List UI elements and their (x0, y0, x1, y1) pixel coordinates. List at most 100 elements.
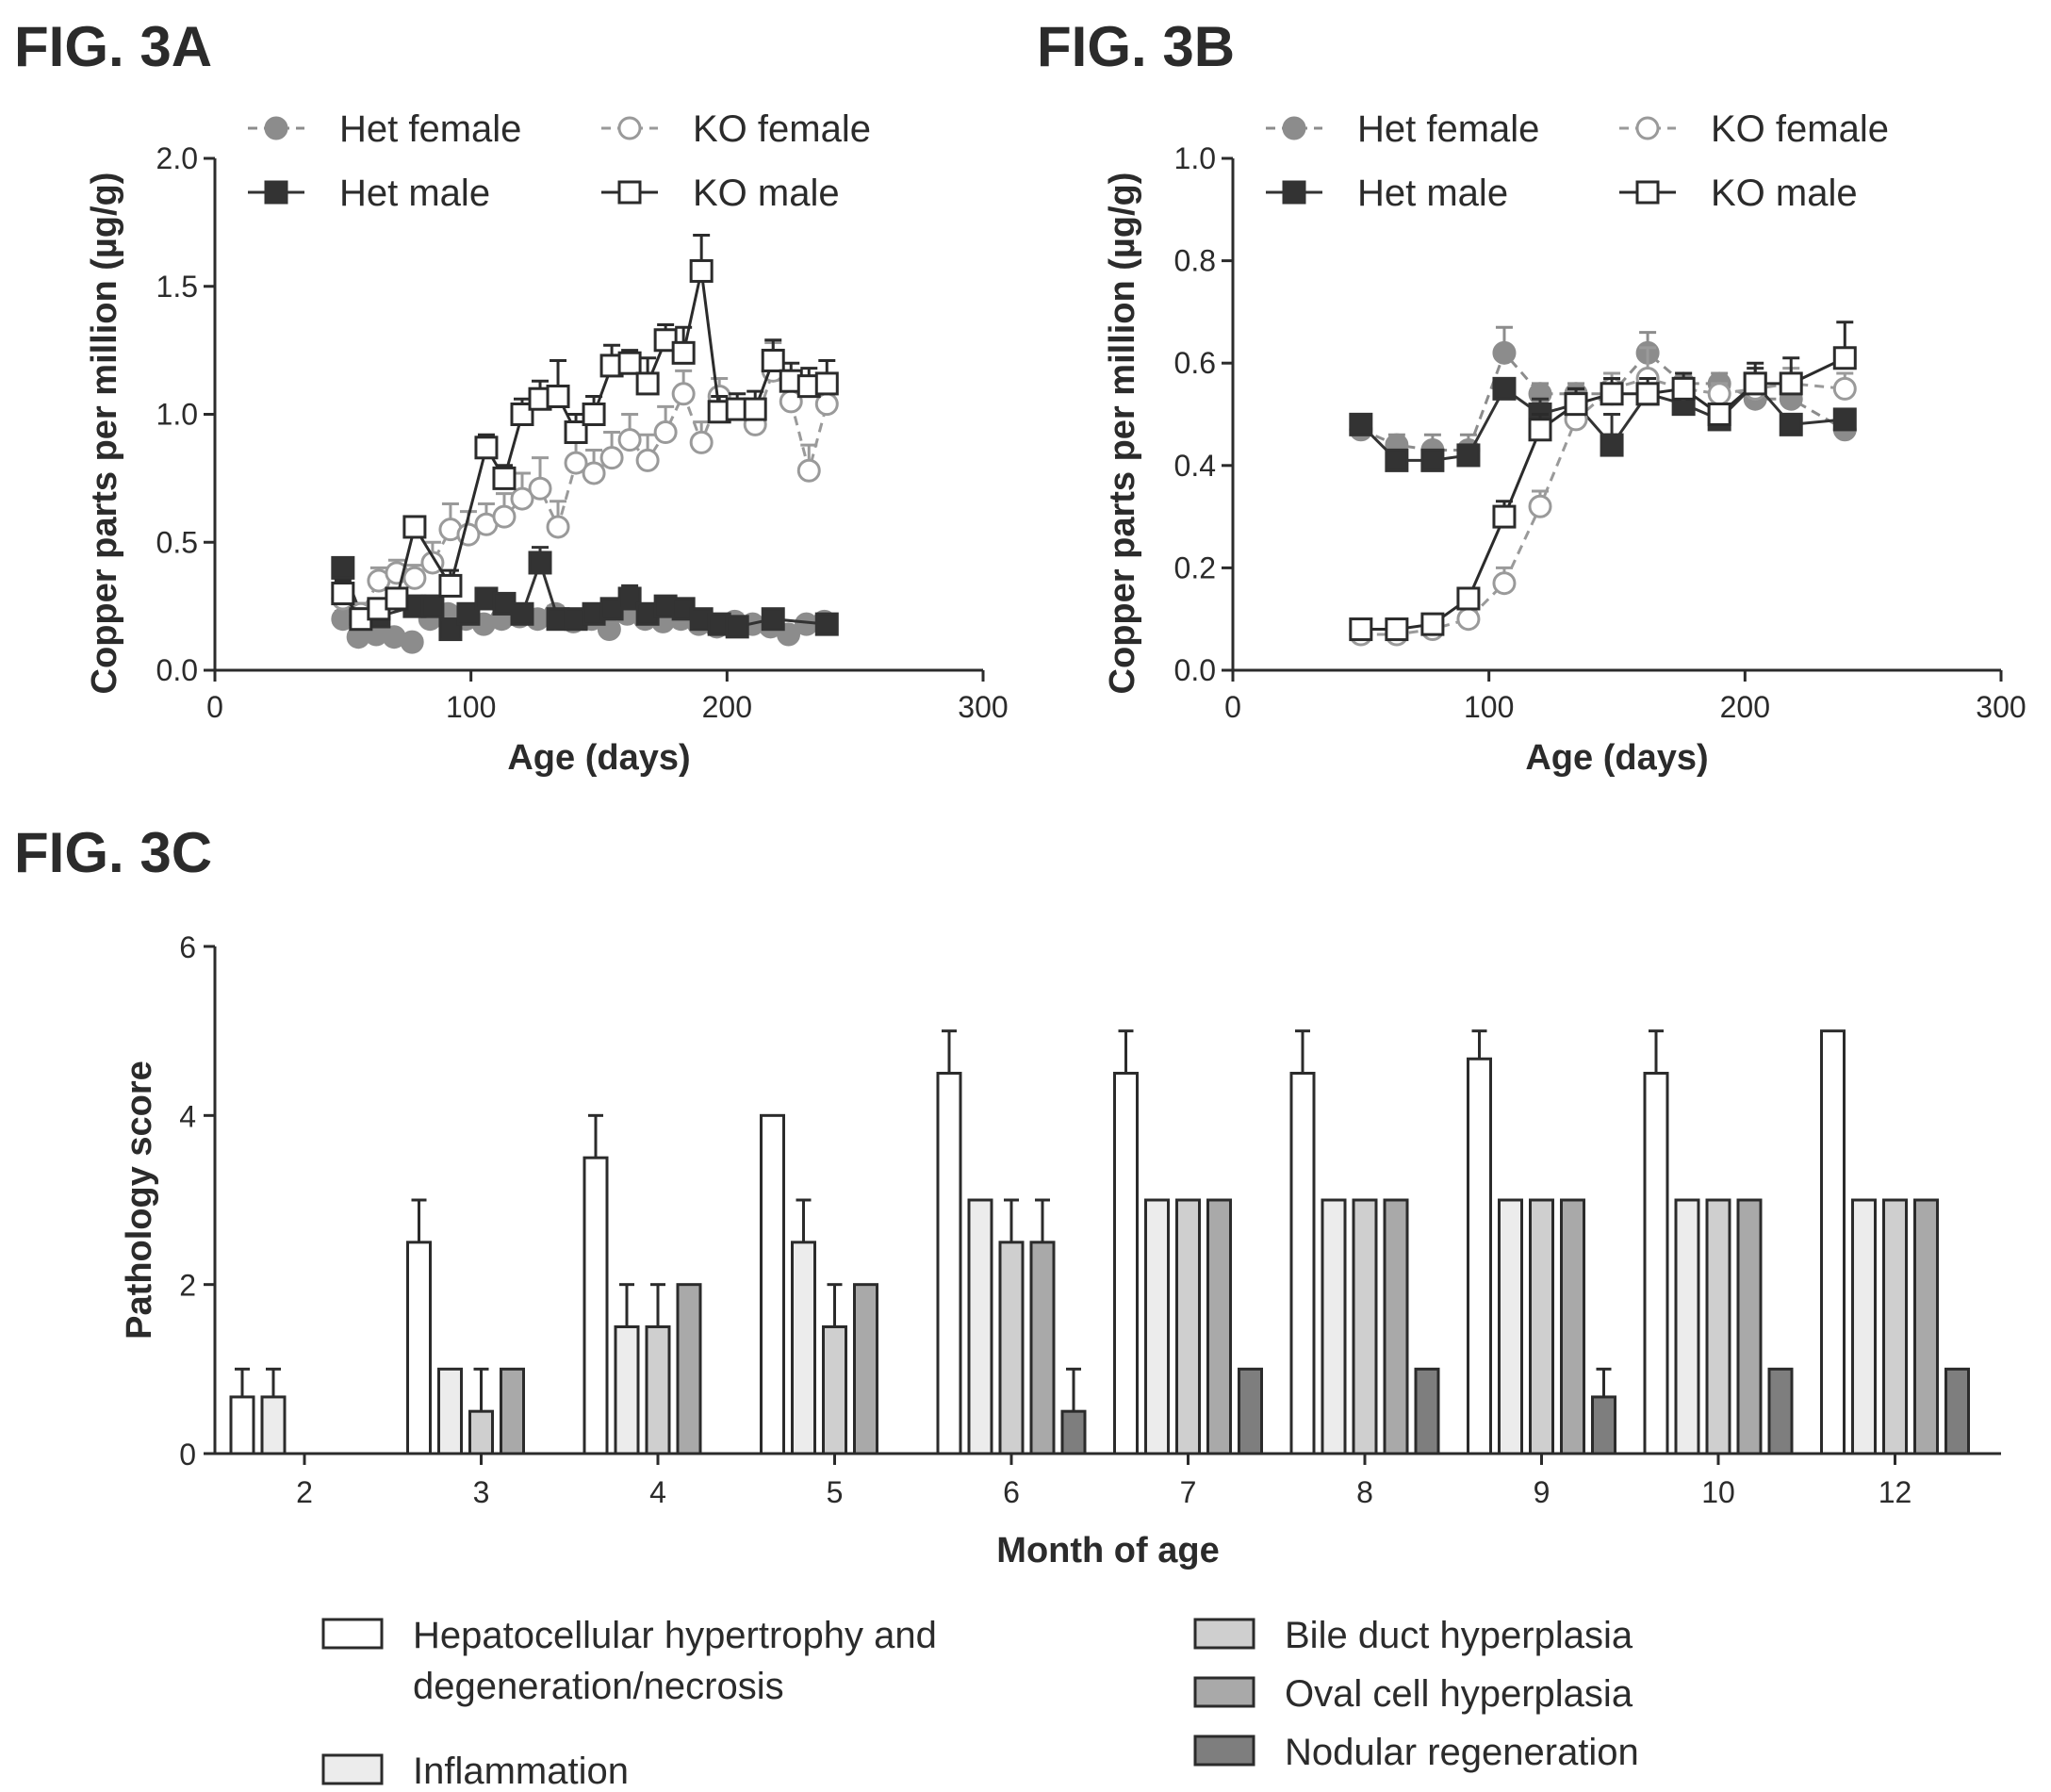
data-point (438, 617, 463, 642)
bar (967, 1198, 993, 1455)
category-group: 3 (406, 1198, 525, 1509)
bar (1560, 1198, 1585, 1455)
bar (1467, 1057, 1492, 1455)
bar (1851, 1198, 1877, 1455)
legend-swatch (321, 1618, 384, 1650)
legend-label: Bile duct hyperplasia (1285, 1615, 1633, 1656)
data-point (1779, 412, 1803, 436)
x-tick-label: 100 (446, 690, 496, 724)
x-axis-title: Month of age (996, 1531, 1219, 1570)
data-point (1779, 371, 1803, 396)
y-axis-title: Copper parts per million (µg/g) (85, 173, 124, 695)
x-tick-label: 300 (958, 690, 1008, 724)
y-tick-label: 0.4 (1174, 449, 1216, 483)
y-axis-title: Pathology score (120, 1060, 159, 1340)
x-tick-label: 7 (1180, 1475, 1197, 1509)
bar (468, 1409, 494, 1455)
y-tick-label: 2.0 (156, 141, 198, 175)
panel-3a: 0.0 0.5 1.0 1.5 2.0 0 100 200 300 Age (days) Coppe… (85, 108, 1009, 778)
y-tick-label: 4 (179, 1099, 196, 1133)
legend-item: Het male (248, 173, 490, 214)
legend-marker (1282, 180, 1306, 205)
bar (1383, 1198, 1409, 1455)
bar (260, 1395, 287, 1455)
data-point (385, 586, 409, 611)
bar (1414, 1367, 1440, 1455)
bar (645, 1325, 671, 1455)
legend-label: Hepatocellular hypertrophy and (413, 1615, 937, 1656)
data-point (1385, 617, 1409, 642)
bar (500, 1367, 525, 1455)
legend-label: KO female (693, 108, 871, 150)
bar (437, 1367, 463, 1455)
bar (676, 1283, 702, 1455)
data-point (617, 428, 642, 452)
bar (1736, 1198, 1763, 1455)
data-point (1349, 617, 1373, 642)
bar (853, 1283, 878, 1455)
data-point (653, 328, 678, 353)
data-point (1420, 612, 1445, 636)
y-tick-label: 0.6 (1174, 346, 1216, 380)
bar (1944, 1367, 1970, 1455)
data-point (420, 551, 445, 575)
legend-marker (617, 180, 642, 205)
bar (1529, 1198, 1554, 1455)
legend-label: Het male (339, 173, 490, 214)
data-point (510, 601, 534, 626)
data-point (689, 258, 714, 283)
bar (1882, 1198, 1908, 1455)
x-tick-label: 200 (702, 690, 752, 724)
legend-item: Het female (1266, 108, 1539, 150)
data-point (1832, 346, 1857, 370)
data-point (564, 420, 588, 445)
data-point (1743, 371, 1767, 396)
bar (1352, 1198, 1378, 1455)
category-group: 8 (1289, 1029, 1440, 1509)
legend-label: Nodular regeneration (1285, 1732, 1639, 1773)
legend-label: Oval cell hyperplasia (1285, 1673, 1633, 1715)
bar (229, 1395, 255, 1455)
data-point (1456, 443, 1481, 468)
legend-marker (264, 116, 288, 140)
bar (1913, 1198, 1939, 1455)
legend-item: Bile duct hyperplasia (1193, 1615, 1633, 1656)
category-group: 4 (582, 1113, 702, 1509)
bar (1206, 1198, 1232, 1455)
data-point (814, 371, 839, 396)
bar (1029, 1241, 1056, 1455)
legend-marker (1282, 116, 1306, 140)
bar (1674, 1198, 1700, 1455)
data-point (814, 612, 839, 636)
legend-marker (1635, 116, 1660, 140)
bar (1820, 1029, 1846, 1455)
data-point (1420, 448, 1445, 472)
data-point (400, 630, 424, 654)
bar (1591, 1395, 1616, 1455)
x-tick-label: 3 (473, 1475, 490, 1509)
data-point (635, 448, 660, 472)
data-point (671, 382, 696, 406)
data-point (617, 586, 642, 611)
data-point (761, 348, 785, 372)
data-point (564, 451, 588, 475)
x-tick-label: 8 (1356, 1475, 1373, 1509)
data-point (1832, 376, 1857, 401)
bar (998, 1241, 1025, 1455)
series-het-male (331, 546, 839, 642)
x-axis-title: Age (days) (507, 738, 690, 778)
figure-3a-title: FIG. 3A (14, 15, 212, 78)
data-point (582, 403, 606, 426)
x-tick-label: 100 (1464, 690, 1514, 724)
legend-label: Het female (339, 108, 521, 150)
x-tick-label: 200 (1720, 690, 1770, 724)
data-point (1635, 382, 1660, 406)
bar (1643, 1072, 1669, 1455)
data-point (1600, 433, 1624, 457)
y-tick-label: 6 (179, 930, 196, 964)
data-point (402, 515, 427, 539)
y-tick-label: 0 (179, 1438, 196, 1471)
category-group: 9 (1467, 1029, 1616, 1509)
data-point (1492, 340, 1517, 365)
bar (1238, 1367, 1263, 1455)
